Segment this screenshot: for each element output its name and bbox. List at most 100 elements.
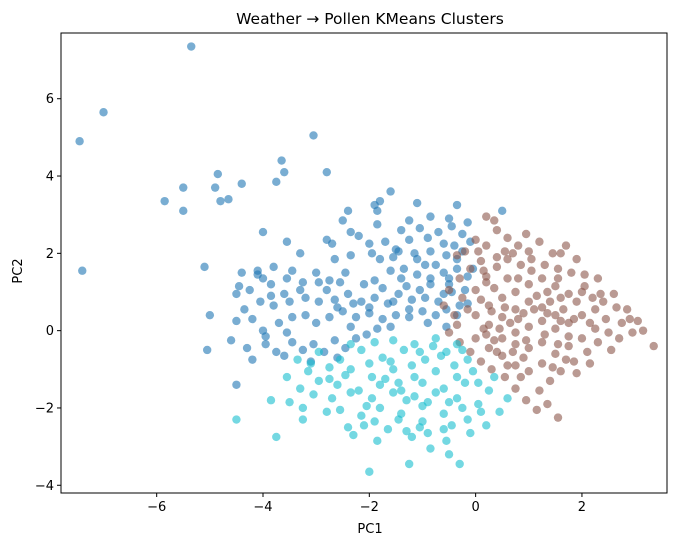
data-point-cluster-1 <box>455 274 464 283</box>
data-point-cluster-2 <box>314 347 324 357</box>
data-point-cluster-1 <box>482 212 491 221</box>
data-point-cluster-0 <box>412 270 422 279</box>
data-point-cluster-1 <box>527 254 536 264</box>
data-point-cluster-0 <box>386 187 395 196</box>
data-point-cluster-1 <box>513 241 523 250</box>
data-point-cluster-2 <box>333 380 342 389</box>
data-point-cluster-1 <box>609 289 619 299</box>
data-point-cluster-1 <box>545 297 555 306</box>
data-point-cluster-0 <box>365 303 374 312</box>
x-tick-label: 2 <box>578 500 586 515</box>
data-point-cluster-0 <box>341 268 350 277</box>
data-point-cluster-1 <box>583 347 592 357</box>
data-point-cluster-1 <box>492 347 502 357</box>
data-point-cluster-2 <box>322 407 331 417</box>
data-point-cluster-2 <box>463 355 472 364</box>
data-point-cluster-0 <box>160 196 169 206</box>
data-point-cluster-2 <box>404 459 414 469</box>
data-point-cluster-0 <box>330 295 339 304</box>
data-points <box>75 42 658 476</box>
data-point-cluster-1 <box>524 247 533 256</box>
data-point-cluster-2 <box>410 339 419 349</box>
data-point-cluster-2 <box>343 423 353 432</box>
data-point-cluster-0 <box>330 254 339 264</box>
data-point-cluster-1 <box>471 310 480 320</box>
data-point-cluster-0 <box>426 280 435 289</box>
data-point-cluster-0 <box>404 305 414 314</box>
data-point-cluster-0 <box>258 227 268 237</box>
data-point-cluster-0 <box>75 137 84 146</box>
data-point-cluster-0 <box>404 312 414 322</box>
data-point-cluster-0 <box>266 280 276 289</box>
data-point-cluster-0 <box>338 216 347 225</box>
data-point-cluster-1 <box>511 328 520 337</box>
data-point-cluster-2 <box>447 421 456 430</box>
data-point-cluster-1 <box>498 334 507 343</box>
data-point-cluster-0 <box>269 262 278 272</box>
data-point-cluster-0 <box>187 42 196 51</box>
data-point-cluster-1 <box>511 305 520 314</box>
data-point-cluster-2 <box>383 425 393 434</box>
data-point-cluster-2 <box>410 392 419 401</box>
data-point-cluster-0 <box>311 318 321 328</box>
data-point-cluster-2 <box>309 390 318 399</box>
data-point-cluster-1 <box>535 237 544 246</box>
data-point-cluster-2 <box>466 428 475 438</box>
data-point-cluster-1 <box>556 316 565 326</box>
data-point-cluster-0 <box>463 218 472 227</box>
data-point-cluster-1 <box>529 305 539 314</box>
data-point-cluster-1 <box>638 326 648 335</box>
data-point-cluster-0 <box>357 297 366 306</box>
data-point-cluster-2 <box>410 372 419 382</box>
data-point-cluster-1 <box>572 254 581 264</box>
data-point-cluster-0 <box>381 237 390 246</box>
data-point-cluster-2 <box>367 394 377 403</box>
data-point-cluster-0 <box>256 297 265 306</box>
data-point-cluster-0 <box>280 289 289 299</box>
data-point-cluster-1 <box>537 338 547 347</box>
data-point-cluster-2 <box>407 361 417 370</box>
data-point-cluster-0 <box>314 297 324 306</box>
data-point-cluster-0 <box>394 289 403 299</box>
data-point-cluster-0 <box>261 339 270 349</box>
data-point-cluster-2 <box>325 363 334 372</box>
data-point-cluster-0 <box>367 249 377 258</box>
data-point-cluster-2 <box>375 403 385 413</box>
data-point-cluster-2 <box>452 339 462 349</box>
data-point-cluster-0 <box>78 266 87 275</box>
data-point-cluster-2 <box>426 444 435 453</box>
data-point-cluster-1 <box>548 249 557 258</box>
data-point-cluster-2 <box>298 415 308 424</box>
data-point-cluster-2 <box>357 345 366 355</box>
data-point-cluster-2 <box>357 411 366 420</box>
data-point-cluster-1 <box>487 307 496 316</box>
data-point-cluster-1 <box>540 260 549 270</box>
data-point-cluster-1 <box>521 336 531 345</box>
data-point-cluster-0 <box>296 249 305 258</box>
data-point-cluster-1 <box>503 254 512 264</box>
data-point-cluster-0 <box>322 167 331 177</box>
data-point-cluster-0 <box>280 167 289 177</box>
data-point-cluster-0 <box>237 179 246 188</box>
data-point-cluster-1 <box>596 289 605 299</box>
data-point-cluster-0 <box>354 231 363 241</box>
data-point-cluster-0 <box>234 281 244 291</box>
data-point-cluster-1 <box>492 225 502 235</box>
data-point-cluster-0 <box>277 156 286 165</box>
data-point-cluster-0 <box>431 260 440 270</box>
data-point-cluster-1 <box>452 251 462 260</box>
data-point-cluster-0 <box>359 280 369 289</box>
data-point-cluster-1 <box>606 345 616 355</box>
data-point-cluster-0 <box>407 295 417 304</box>
data-point-cluster-1 <box>516 260 526 270</box>
data-point-cluster-1 <box>521 396 531 405</box>
data-point-cluster-1 <box>516 372 526 382</box>
data-point-cluster-1 <box>458 293 467 302</box>
data-point-cluster-1 <box>503 233 512 243</box>
data-point-cluster-1 <box>561 355 571 364</box>
data-point-cluster-1 <box>625 314 634 324</box>
y-tick-label: 0 <box>46 324 54 339</box>
data-point-cluster-1 <box>543 287 552 297</box>
data-point-cluster-0 <box>375 254 385 264</box>
data-point-cluster-1 <box>524 343 533 353</box>
